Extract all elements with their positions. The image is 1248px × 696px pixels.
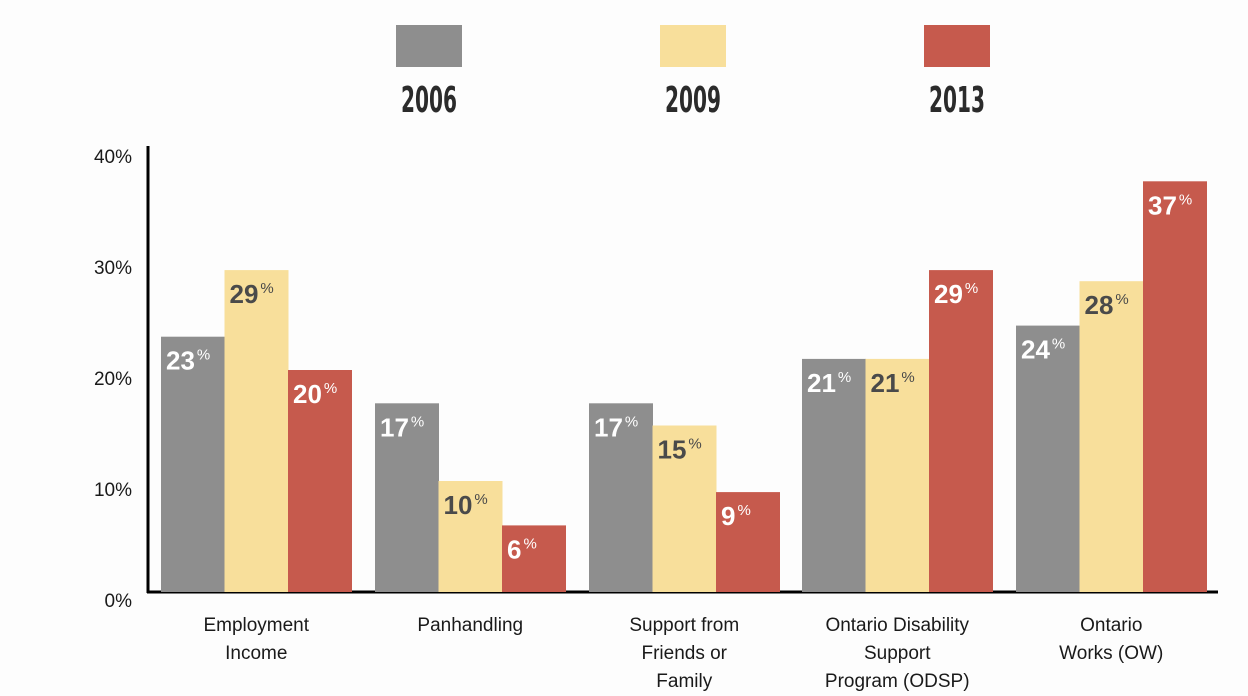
- bar-2009-3: [865, 358, 930, 592]
- category-label: Support: [864, 643, 931, 664]
- category-label: Ontario: [1080, 615, 1142, 636]
- category-label: Support from: [629, 615, 739, 636]
- data-label-value: 10: [444, 490, 473, 520]
- data-label-suffix: %: [737, 502, 750, 519]
- bar-2013-0: [288, 370, 352, 592]
- bar-2006-0: [161, 336, 225, 592]
- data-label-value: 17: [380, 412, 409, 442]
- data-label: 29%: [230, 279, 274, 309]
- data-label: 15%: [658, 435, 702, 465]
- data-label: 17%: [594, 412, 638, 442]
- data-label: 24%: [1021, 335, 1065, 365]
- category-labels: Employment Income Panhandling Support from F…: [203, 615, 1163, 692]
- bar-2006-3: [802, 358, 866, 592]
- data-label: 9%: [721, 501, 751, 531]
- legend-label-2006: 2006: [401, 80, 457, 121]
- bar-2006-1: [375, 403, 439, 592]
- bar-2009-0: [224, 270, 289, 592]
- legend-label-2013: 2013: [929, 80, 985, 121]
- data-label-value: 20: [293, 379, 322, 409]
- data-labels: 23 %29 %20 %17 %10 %6 %17 %15 %9 %21% 21 %29 %24 %28%…: [166, 190, 1192, 564]
- bar-2006-2: [589, 403, 653, 592]
- data-label-value: 9: [721, 501, 735, 531]
- category-label: Friends or: [641, 643, 727, 664]
- category-label: Income: [225, 643, 287, 664]
- data-label-value: 28: [1085, 290, 1114, 320]
- legend-swatch-2013: [924, 25, 990, 67]
- data-label-suffix: %: [260, 280, 273, 297]
- data-label: 10%: [444, 490, 488, 520]
- data-label-value: 6: [507, 534, 521, 564]
- bars: [161, 181, 1207, 593]
- data-label: 20%: [293, 379, 337, 409]
- data-label: 23%: [166, 346, 210, 376]
- data-label-value: 29: [230, 279, 259, 309]
- y-tick-label: 40%: [94, 147, 132, 168]
- data-label: 37%: [1148, 190, 1192, 220]
- bar-2013-1: [502, 525, 566, 592]
- data-label-suffix: %: [324, 380, 337, 397]
- bar-2013-4: [1143, 181, 1207, 593]
- data-label-value: 37: [1148, 190, 1177, 220]
- bar-2013-3: [929, 270, 993, 592]
- data-label-value: 23: [166, 346, 195, 376]
- data-label-suffix: %: [1052, 336, 1065, 353]
- bar-2013-2: [716, 492, 780, 592]
- category-label: Ontario Disability: [825, 615, 969, 636]
- data-label: 21%: [871, 368, 915, 398]
- data-label-suffix: %: [625, 413, 638, 430]
- y-tick-label: 30%: [94, 258, 132, 279]
- data-label: 17%: [380, 412, 424, 442]
- data-label-suffix: %: [1179, 191, 1192, 208]
- data-label-value: 17: [594, 412, 623, 442]
- y-tick-label: 10%: [94, 480, 132, 501]
- data-label-suffix: %: [197, 347, 210, 364]
- bar-2006-4: [1016, 325, 1080, 592]
- data-label-value: 29: [934, 279, 963, 309]
- data-label: 21%: [807, 368, 851, 398]
- data-label-value: 21: [871, 368, 900, 398]
- legend-swatch-2009: [660, 25, 726, 67]
- data-label-suffix: %: [838, 369, 851, 386]
- data-label-suffix: %: [965, 280, 978, 297]
- data-label-suffix: %: [411, 413, 424, 430]
- category-label: Program (ODSP): [825, 671, 970, 692]
- data-label-value: 15: [658, 435, 687, 465]
- category-label: Works (OW): [1059, 643, 1163, 664]
- data-label-suffix: %: [474, 491, 487, 508]
- category-label: Family: [656, 671, 712, 692]
- bar-2009-2: [652, 425, 717, 592]
- bar-2009-1: [438, 481, 503, 592]
- data-label: 29%: [934, 279, 978, 309]
- bar-2009-4: [1079, 281, 1144, 592]
- data-label-suffix: %: [523, 535, 536, 552]
- y-tick-label: 20%: [94, 369, 132, 390]
- legend-swatch-2006: [396, 25, 462, 67]
- legend-label-2009: 2009: [665, 80, 721, 121]
- data-label-value: 21: [807, 368, 836, 398]
- data-label-value: 24: [1021, 335, 1050, 365]
- data-label: 28%: [1085, 290, 1129, 320]
- category-label: Employment: [203, 615, 309, 636]
- y-tick-label: 0%: [105, 591, 133, 612]
- data-label-suffix: %: [901, 369, 914, 386]
- data-label-suffix: %: [1115, 291, 1128, 308]
- legend: 2006 2009 2013: [396, 25, 990, 121]
- data-label-suffix: %: [688, 436, 701, 453]
- data-label: 6%: [507, 534, 537, 564]
- category-label: Panhandling: [417, 615, 523, 636]
